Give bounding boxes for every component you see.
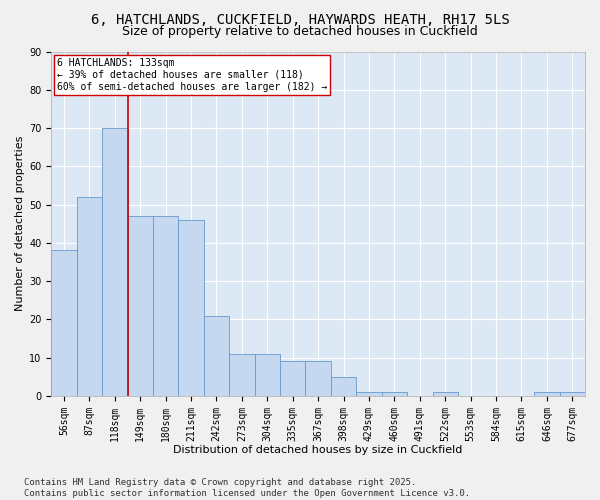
- Bar: [77, 197, 102, 396]
- Bar: [229, 354, 254, 396]
- Text: 6 HATCHLANDS: 133sqm
← 39% of detached houses are smaller (118)
60% of semi-deta: 6 HATCHLANDS: 133sqm ← 39% of detached h…: [56, 58, 327, 92]
- Y-axis label: Number of detached properties: Number of detached properties: [15, 136, 25, 312]
- Bar: [433, 392, 458, 396]
- Bar: [254, 354, 280, 396]
- Bar: [382, 392, 407, 396]
- Text: Size of property relative to detached houses in Cuckfield: Size of property relative to detached ho…: [122, 25, 478, 38]
- Bar: [178, 220, 204, 396]
- Bar: [331, 376, 356, 396]
- Bar: [305, 362, 331, 396]
- Bar: [128, 216, 153, 396]
- Bar: [356, 392, 382, 396]
- Bar: [102, 128, 128, 396]
- Text: 6, HATCHLANDS, CUCKFIELD, HAYWARDS HEATH, RH17 5LS: 6, HATCHLANDS, CUCKFIELD, HAYWARDS HEATH…: [91, 12, 509, 26]
- Bar: [560, 392, 585, 396]
- Bar: [51, 250, 77, 396]
- Bar: [534, 392, 560, 396]
- Text: Contains HM Land Registry data © Crown copyright and database right 2025.
Contai: Contains HM Land Registry data © Crown c…: [24, 478, 470, 498]
- Bar: [204, 316, 229, 396]
- Bar: [280, 362, 305, 396]
- X-axis label: Distribution of detached houses by size in Cuckfield: Distribution of detached houses by size …: [173, 445, 463, 455]
- Bar: [153, 216, 178, 396]
